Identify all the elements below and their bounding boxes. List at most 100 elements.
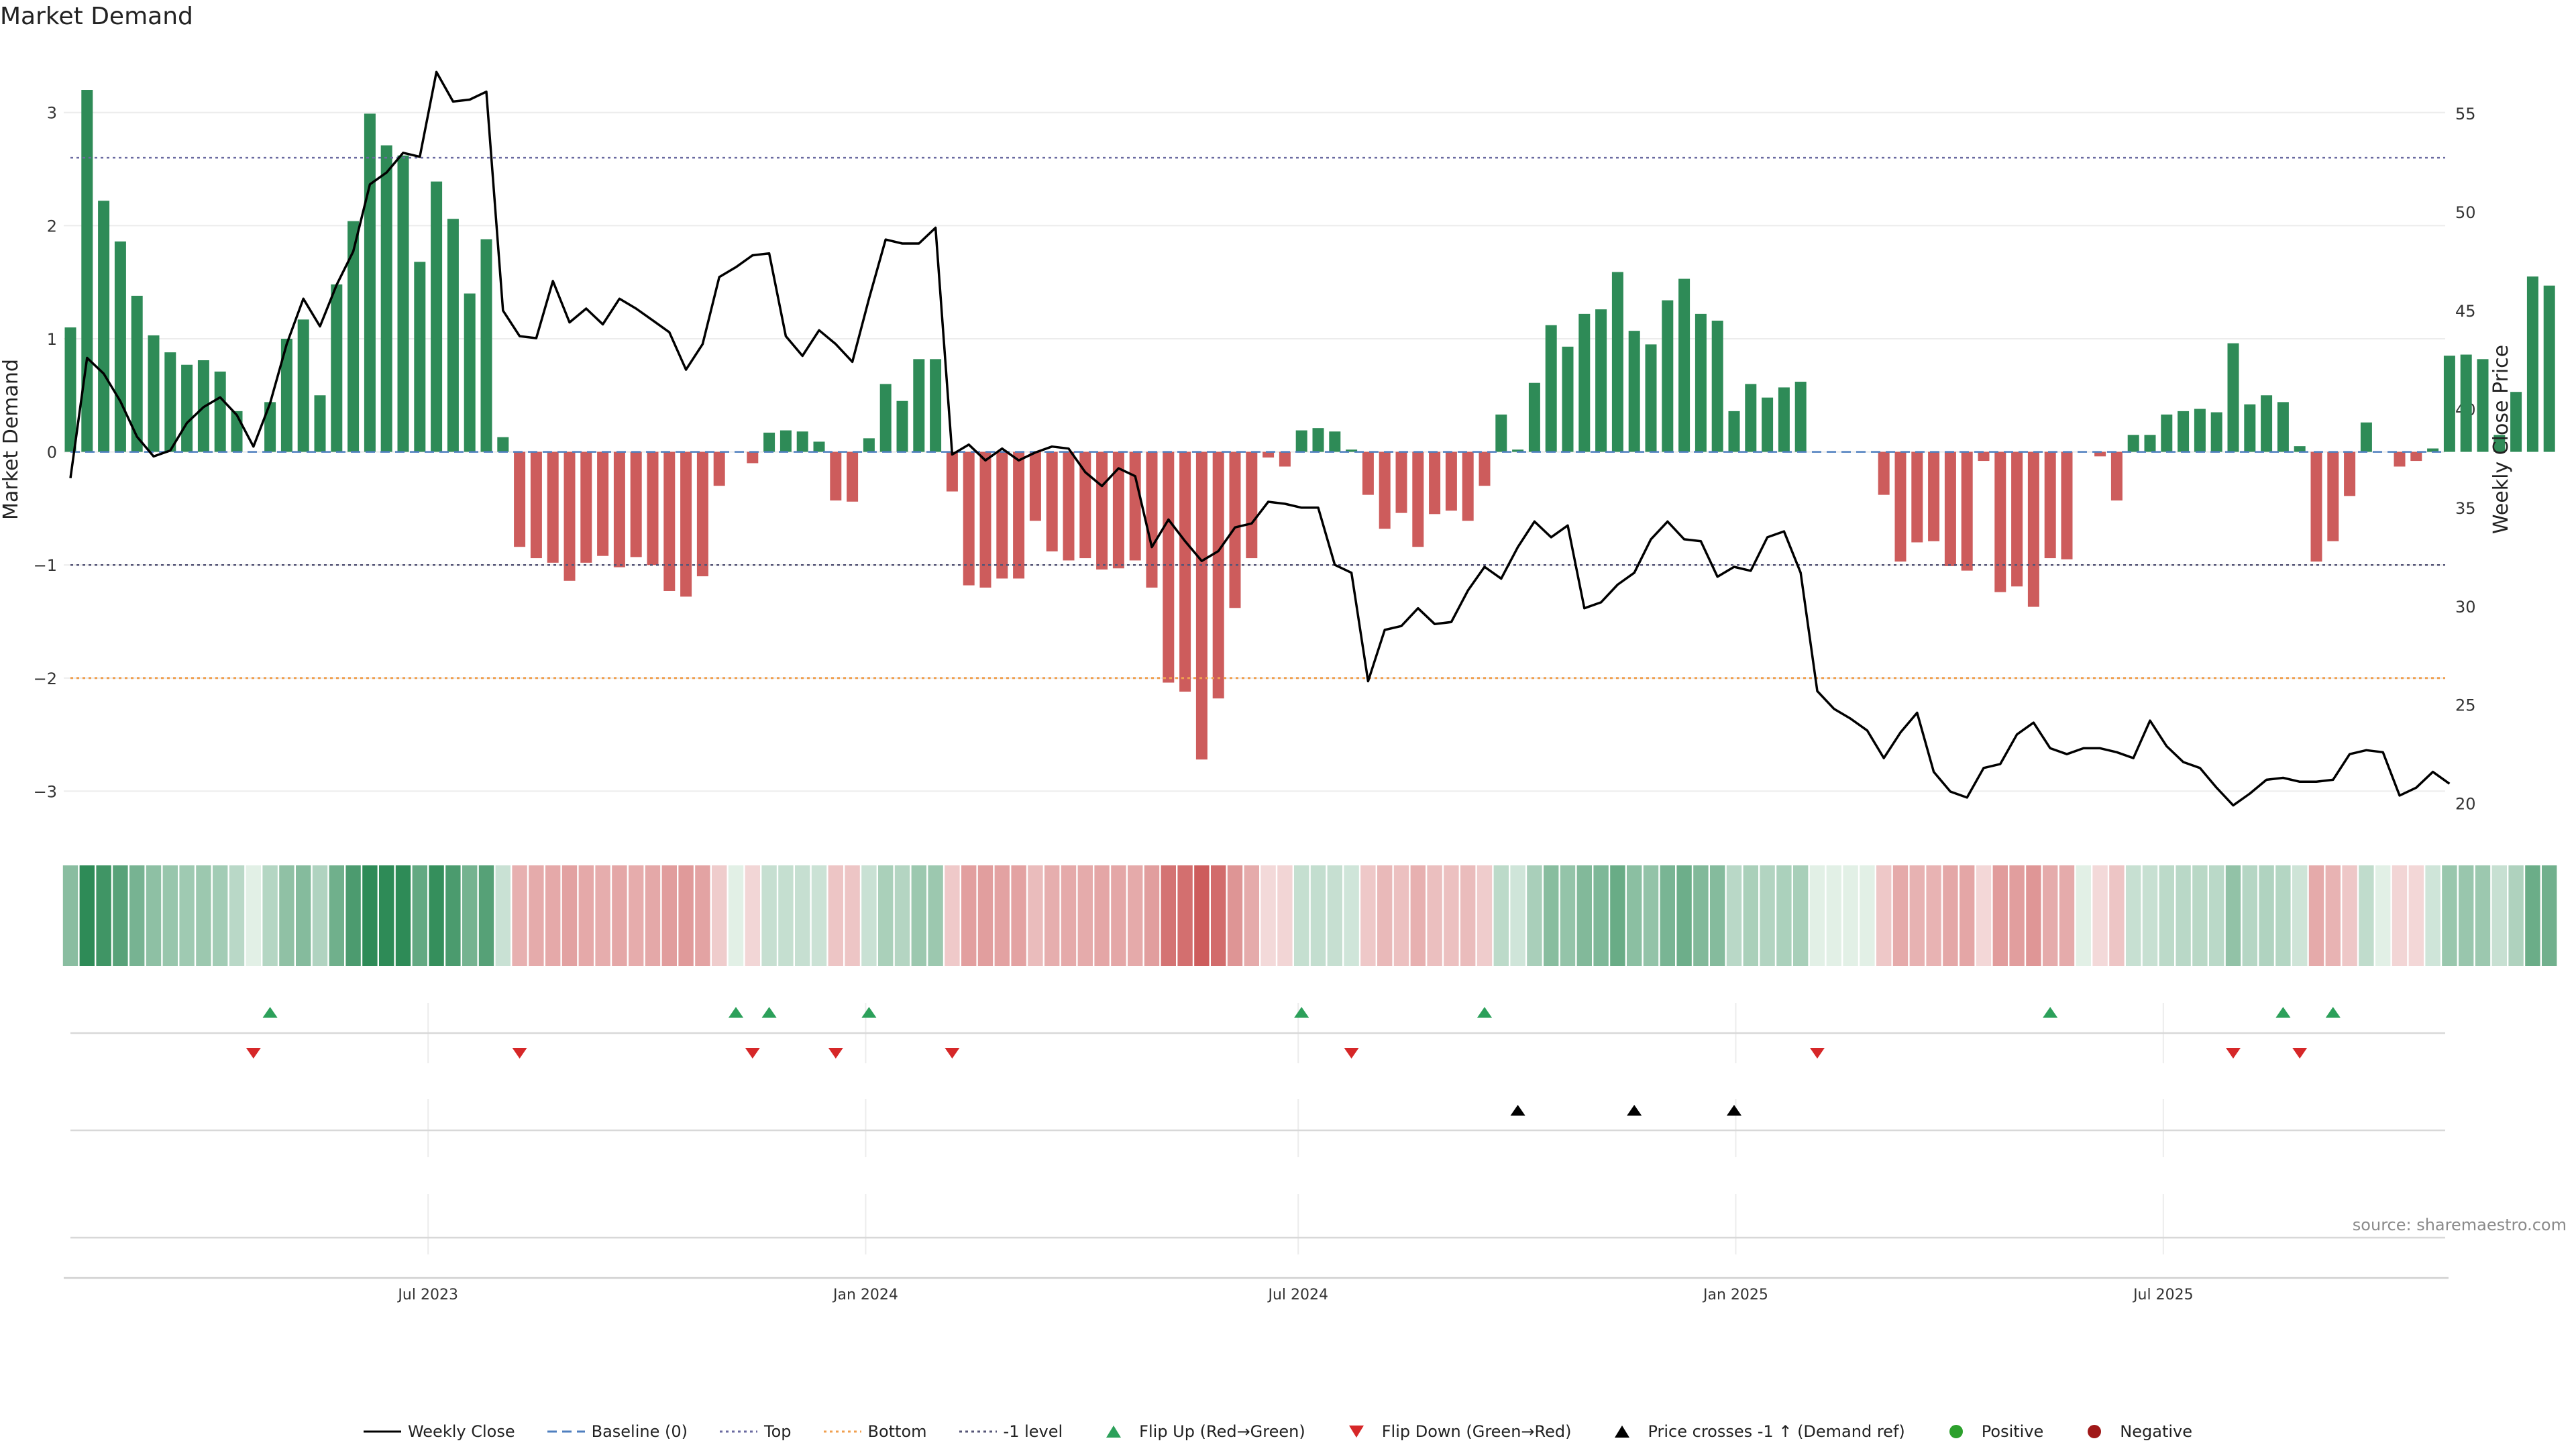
demand-bar [813, 441, 825, 452]
demand-bar [1079, 451, 1091, 559]
weekly-close-swatch-icon [363, 1430, 401, 1433]
legend-item-flip-down[interactable]: Flip Down (Green→Red) [1338, 1422, 1571, 1441]
demand-bar [530, 451, 542, 559]
source-credit: source: sharemaestro.com [2352, 1216, 2567, 1234]
demand-bar [214, 371, 226, 452]
heat-cell [1211, 865, 1226, 966]
heat-cell [977, 865, 994, 966]
demand-bar [680, 451, 692, 597]
demand-bar [2493, 435, 2506, 452]
heat-cell [1044, 865, 1060, 966]
demand-bar [763, 432, 775, 452]
heat-cell [778, 865, 794, 966]
heat-cell [1393, 865, 1409, 966]
flip-down-marker [2292, 1048, 2308, 1059]
demand-bar [696, 451, 708, 577]
heat-cell [1161, 865, 1176, 966]
demand-bar [1678, 278, 1690, 452]
demand-bar [131, 295, 143, 452]
minus-one-swatch-icon [959, 1430, 997, 1433]
heat-cell [2342, 865, 2357, 966]
legend-item-minus-one[interactable]: -1 level [959, 1422, 1063, 1441]
y2-tick-label: 25 [2455, 696, 2476, 715]
heat-cell [1377, 865, 1393, 966]
legend-item-negative[interactable]: Negative [2076, 1422, 2192, 1441]
heat-cell [1776, 865, 1792, 966]
legend-item-weekly-close[interactable]: Weekly Close [363, 1422, 515, 1441]
heat-cell [1077, 865, 1093, 966]
demand-bar [1545, 325, 1557, 452]
demand-bar [1096, 451, 1108, 570]
heat-cell [512, 865, 527, 966]
legend-item-bottom[interactable]: Bottom [823, 1422, 927, 1441]
heat-cell [595, 865, 610, 966]
demand-bar [447, 219, 459, 452]
y-tick-label: −2 [34, 669, 57, 688]
legend-item-flip-up[interactable]: Flip Up (Red→Green) [1095, 1422, 1305, 1441]
legend-item-positive[interactable]: Positive [1937, 1422, 2044, 1441]
heat-cell [1976, 865, 1992, 966]
heat-cell [2392, 865, 2408, 966]
heat-cell [1527, 865, 1542, 966]
heat-cell [296, 865, 311, 966]
heat-cell [994, 865, 1010, 966]
heat-cell [1477, 865, 1493, 966]
heat-cell [2259, 865, 2274, 966]
heat-cell [2109, 865, 2125, 966]
demand-bar [1412, 451, 1424, 547]
demand-bar [2261, 395, 2273, 452]
demand-bar [597, 451, 609, 556]
heat-cell [113, 865, 128, 966]
bottom-swatch-icon [823, 1430, 861, 1433]
demand-bar [347, 221, 360, 452]
legend-item-baseline[interactable]: Baseline (0) [547, 1422, 688, 1441]
heat-cell [1627, 865, 1642, 966]
demand-bar [114, 241, 126, 452]
demand-bar [713, 451, 725, 486]
heat-cell [179, 865, 195, 966]
demand-bar [431, 181, 443, 452]
demand-bar [1029, 451, 1041, 521]
heat-cell [1028, 865, 1043, 966]
demand-bar [830, 451, 842, 501]
demand-bar [480, 239, 492, 452]
flip-up-triangle-icon [1106, 1426, 1122, 1438]
demand-bar [331, 284, 343, 452]
heat-cell [2059, 865, 2075, 966]
heat-cell [2325, 865, 2341, 966]
demand-bar [2027, 451, 2039, 607]
demand-bar [1163, 451, 1175, 683]
flip-up-marker [262, 1007, 278, 1018]
demand-bar [1611, 272, 1623, 452]
demand-bar [2144, 435, 2156, 452]
demand-bar [863, 438, 875, 452]
demand-bar [796, 431, 808, 452]
y-tick-label: 0 [47, 443, 57, 462]
demand-bar [1894, 451, 1907, 562]
price-cross-marker [1727, 1105, 1741, 1116]
heat-cell [2142, 865, 2158, 966]
legend-label: Positive [1981, 1422, 2044, 1441]
baseline-swatch-icon [547, 1430, 585, 1433]
heat-cell [1610, 865, 1625, 966]
heat-cell [1593, 865, 1609, 966]
heat-cell [79, 865, 95, 966]
legend-item-top[interactable]: Top [720, 1422, 792, 1441]
heat-cell [2308, 865, 2324, 966]
heat-cell [279, 865, 294, 966]
legend-item-price-cross[interactable]: Price crosses -1 ↑ (Demand ref) [1603, 1422, 1905, 1441]
y2-tick-label: 50 [2455, 203, 2476, 222]
heat-cell [645, 865, 661, 966]
demand-bar [81, 90, 93, 452]
demand-bar [1961, 451, 1973, 571]
heat-cell [928, 865, 943, 966]
y-tick-label: −1 [34, 556, 57, 575]
heat-cell [529, 865, 544, 966]
demand-bar [1928, 451, 1940, 541]
heat-cell [2275, 865, 2291, 966]
demand-bar [1395, 451, 1407, 513]
heat-cell [1826, 865, 1841, 966]
demand-bar [314, 395, 326, 452]
demand-bar [1562, 346, 1574, 452]
demand-bar [397, 155, 409, 452]
